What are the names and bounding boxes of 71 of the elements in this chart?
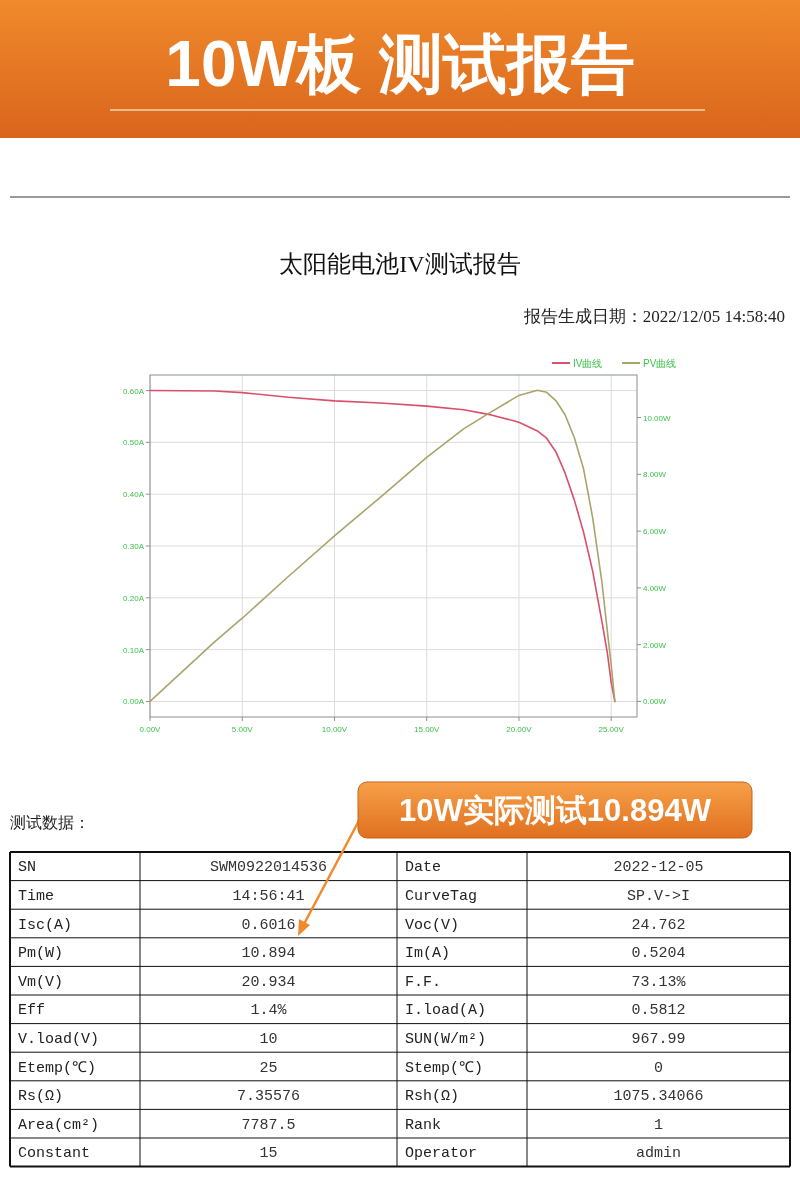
text: Date (405, 859, 442, 877)
text: 0.5812 (631, 1002, 686, 1020)
text: Im(A) (405, 945, 451, 963)
text: 10W实际测试10.894W (399, 793, 712, 828)
text: Rsh(Ω) (405, 1088, 460, 1106)
text: admin (635, 1145, 682, 1163)
text: 15 (259, 1145, 278, 1163)
x-tick-label: 5.00V (231, 725, 254, 734)
line-series (149, 389, 616, 703)
y-tick-label: 0.00A (123, 697, 145, 707)
chart-title: 10W板 测试报告 (165, 28, 635, 100)
text: 0.6016 (241, 916, 296, 934)
text: 7787.5 (241, 1116, 296, 1134)
text: Isc(A) (18, 916, 73, 934)
text: Operator (405, 1145, 478, 1163)
text: SWM0922014536 (209, 859, 328, 877)
text: Eff (18, 1002, 46, 1020)
text: 25 (259, 1059, 278, 1077)
text: SP.V->I (626, 887, 691, 905)
x-tick-label: 20.00V (506, 725, 533, 734)
chart-subtitle: 太阳能电池IV测试报告 (279, 251, 521, 277)
text: Voc(V) (405, 916, 460, 934)
text: Stemp(℃) (405, 1059, 484, 1077)
text: Rs(Ω) (18, 1088, 64, 1106)
text: Pm(W) (18, 945, 64, 963)
text: Vm(V) (18, 973, 64, 991)
y2-tick-label: 10.00W (643, 413, 672, 423)
text: SN (18, 859, 37, 877)
text: 967.99 (631, 1030, 686, 1048)
y2-tick-label: 0.00W (643, 697, 667, 707)
x-tick-label: 10.00V (321, 725, 348, 734)
text: 20.934 (241, 973, 296, 991)
text: 1.4% (250, 1002, 288, 1020)
text: 报告生成日期：2022/12/05 14:58:40 (522, 307, 785, 326)
text: 0 (653, 1059, 664, 1077)
text: 10.894 (241, 945, 296, 963)
x-tick-label: 0.00V (139, 725, 162, 734)
y-tick-label: 0.60A (123, 386, 145, 396)
text: 10 (259, 1030, 278, 1048)
text: 73.13% (631, 973, 687, 991)
legend-label: IV曲线 (573, 358, 603, 369)
y-tick-label: 0.30A (123, 542, 145, 551)
text: CurveTag (405, 887, 478, 905)
y2-tick-label: 8.00W (643, 470, 667, 480)
text: Time (18, 887, 55, 905)
text: 1 (653, 1116, 664, 1134)
text: 0.5204 (631, 945, 686, 963)
y-tick-label: 0.50A (123, 438, 145, 448)
text: F.F. (405, 973, 442, 991)
text: Etemp(℃) (18, 1059, 97, 1077)
y2-tick-label: 6.00W (643, 527, 667, 537)
text: 14:56:41 (232, 887, 305, 905)
x-tick-label: 15.00V (414, 725, 441, 734)
text: 7.35576 (236, 1088, 301, 1106)
text: Constant (18, 1145, 91, 1163)
y2-tick-label: 4.00W (643, 583, 667, 593)
y-tick-label: 0.40A (123, 490, 145, 500)
text: V.load(V) (18, 1030, 100, 1048)
text: Area(cm²) (18, 1116, 100, 1134)
legend-label: PV曲线 (643, 358, 677, 369)
text: SUN(W/m²) (405, 1030, 487, 1048)
text: Rank (405, 1116, 442, 1134)
text: 1075.34066 (613, 1088, 704, 1106)
text: 2022-12-05 (613, 859, 704, 877)
x-tick-label: 25.00V (598, 725, 625, 734)
text: 测试数据： (10, 814, 90, 831)
text: I.load(A) (405, 1002, 487, 1020)
y-tick-label: 0.20A (123, 593, 145, 603)
text: 24.762 (631, 916, 686, 934)
y2-tick-label: 2.00W (643, 640, 667, 650)
y-tick-label: 0.10A (123, 645, 145, 655)
